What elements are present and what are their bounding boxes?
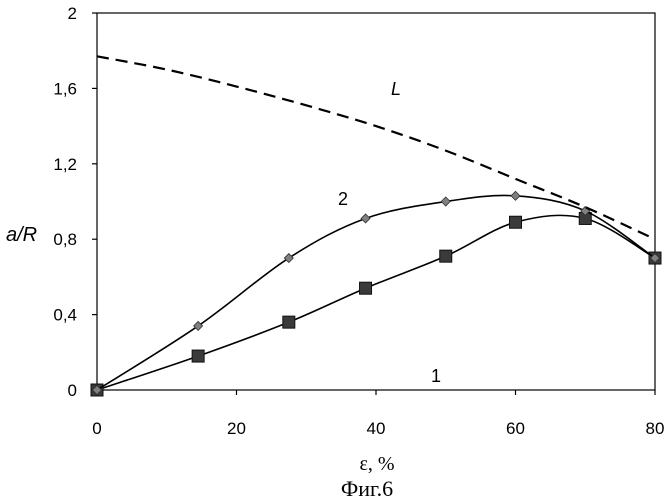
series-1	[91, 212, 661, 396]
series-line-L	[97, 56, 655, 239]
chart: 00,40,81,21,62020406080 a/R ε, % Фиг.6 2…	[0, 0, 671, 500]
data-point	[441, 197, 450, 206]
y-tick-label: 1,6	[53, 79, 77, 98]
x-axis-label: ε, %	[359, 453, 394, 475]
x-tick-label: 60	[506, 419, 525, 438]
series-layer	[91, 56, 661, 396]
series-L	[97, 56, 655, 239]
data-point	[510, 216, 522, 228]
y-tick-label: 1,2	[53, 155, 77, 174]
series-label-L: L	[391, 79, 401, 99]
y-tick-label: 0,8	[53, 230, 77, 249]
series-line-2	[97, 195, 655, 390]
x-tick-label: 40	[367, 419, 386, 438]
series-line-1	[97, 215, 655, 390]
y-tick-label: 0,4	[53, 306, 77, 325]
y-tick-label: 0	[68, 381, 77, 400]
x-tick-label: 80	[646, 419, 665, 438]
data-point	[360, 282, 372, 294]
data-point	[440, 250, 452, 262]
figure-caption: Фиг.6	[341, 476, 393, 500]
data-point	[192, 350, 204, 362]
data-point	[283, 316, 295, 328]
series-label-2: 2	[338, 189, 348, 209]
y-tick-label: 2	[68, 4, 77, 23]
y-axis-label: a/R	[6, 224, 37, 246]
series-label-1: 1	[431, 366, 441, 386]
x-tick-label: 0	[92, 419, 101, 438]
data-point	[284, 254, 293, 263]
data-point	[361, 214, 370, 223]
x-tick-label: 20	[227, 419, 246, 438]
data-point	[511, 191, 520, 200]
